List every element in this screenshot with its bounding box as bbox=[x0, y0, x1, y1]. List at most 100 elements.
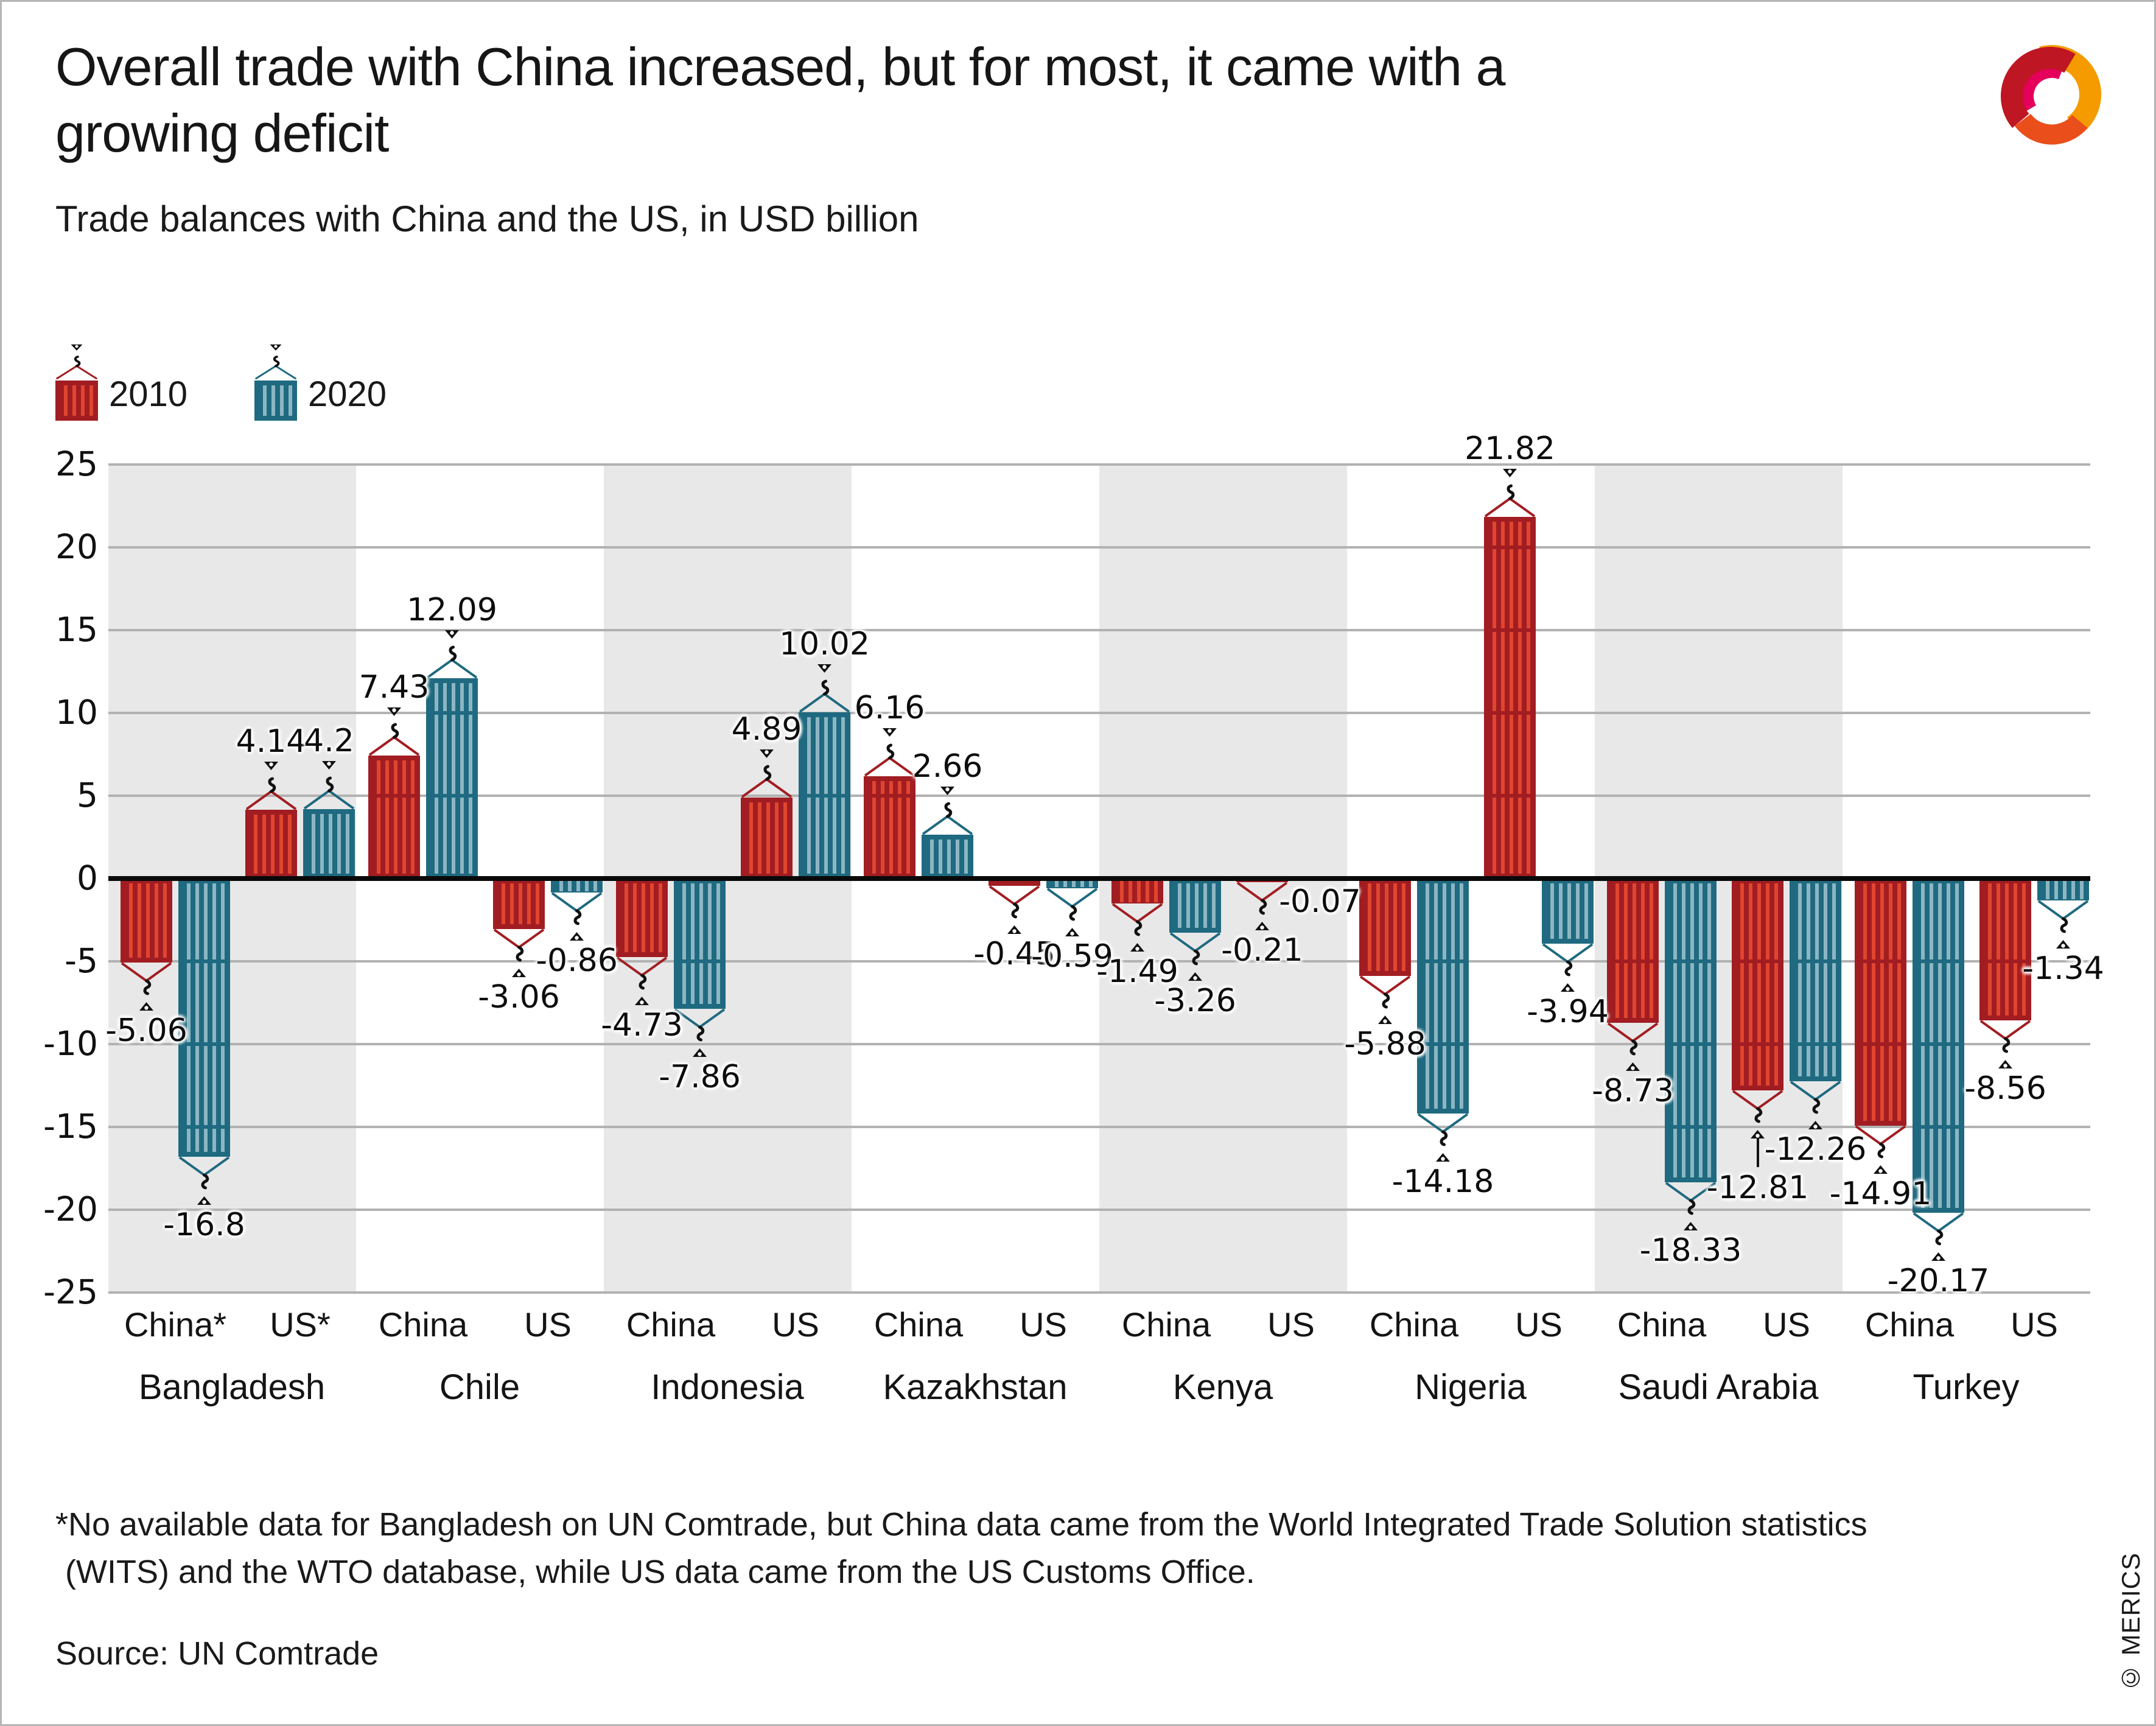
hook-assembly-bar-chile-china-2020 bbox=[426, 630, 478, 679]
bar-kazakhstan-china-2010 bbox=[864, 776, 915, 879]
bar-value-label-bar-nigeria-us-2010: 21.82 bbox=[1465, 430, 1555, 467]
hook-assembly-bar-saudi-arabia-china-2020 bbox=[1665, 1182, 1717, 1231]
container-stripes bbox=[1050, 880, 1094, 887]
container-seam bbox=[429, 794, 475, 798]
hook-assembly-bar-saudi-arabia-us-2020 bbox=[1790, 1081, 1841, 1130]
page-title: Overall trade with China increased, but … bbox=[55, 33, 1505, 166]
bar-chile-china-2010 bbox=[368, 756, 420, 879]
hook-assembly-bar-bangladesh-china-2010 bbox=[121, 962, 172, 1011]
container-stripes bbox=[1173, 883, 1217, 928]
container-stripes bbox=[744, 802, 789, 874]
bar-turkey-us-2010 bbox=[1979, 879, 2031, 1020]
container-seam bbox=[1486, 546, 1533, 549]
container-stripes bbox=[1858, 883, 1903, 1121]
crane-hook-icon bbox=[2037, 900, 2089, 949]
crane-hook-icon bbox=[799, 664, 850, 713]
bar-value-label-bar-turkey-us-2020: -1.34 bbox=[2022, 950, 2104, 987]
bar-value-label-bar-turkey-china-2010: -14.91 bbox=[1829, 1176, 1932, 1212]
hook-assembly-bar-saudi-arabia-us-2010 bbox=[1732, 1090, 1783, 1139]
bar-value-label-bar-kenya-us-2020: -0.07 bbox=[1279, 883, 1361, 920]
crane-hook-icon bbox=[1855, 1125, 1906, 1174]
gridline--25 bbox=[108, 1291, 2090, 1294]
hook-assembly-bar-kenya-china-2020 bbox=[1169, 932, 1221, 981]
bar-value-label-bar-saudi-arabia-china-2020: -18.33 bbox=[1639, 1232, 1742, 1269]
axis-label-kazakhstan-china: China bbox=[873, 1305, 964, 1344]
container-stripes bbox=[555, 880, 599, 891]
container-seam bbox=[181, 1125, 228, 1129]
hook-assembly-bar-turkey-china-2020 bbox=[1913, 1212, 1964, 1261]
hook-assembly-bar-kazakhstan-china-2010 bbox=[864, 728, 915, 777]
hook-assembly-bar-indonesia-us-2020 bbox=[799, 664, 850, 713]
hook-assembly-bar-bangladesh-us-2010 bbox=[245, 761, 297, 810]
container-stripes bbox=[1545, 883, 1590, 939]
hook-assembly-bar-turkey-us-2020 bbox=[2037, 900, 2089, 949]
crane-hook-icon bbox=[1979, 1020, 2031, 1068]
title-line-1: Overall trade with China increased, but … bbox=[55, 37, 1505, 97]
container-stripes bbox=[925, 840, 970, 874]
y-tick-label--20: -20 bbox=[43, 1190, 98, 1229]
country-label-bangladesh: Bangladesh bbox=[138, 1367, 326, 1407]
footnote: *No available data for Bangladesh on UN … bbox=[55, 1501, 1867, 1596]
country-label-turkey: Turkey bbox=[1913, 1367, 2020, 1407]
axis-label-turkey-china: China bbox=[1864, 1305, 1955, 1344]
hook-assembly-bar-indonesia-us-2010 bbox=[741, 749, 793, 798]
hook-assembly-bar-indonesia-china-2020 bbox=[674, 1008, 726, 1058]
bar-chile-china-2020 bbox=[426, 678, 478, 879]
bar-value-label-bar-bangladesh-us-2010: 4.14 bbox=[236, 723, 307, 760]
container-stripes bbox=[1735, 883, 1780, 1086]
bar-indonesia-us-2020 bbox=[799, 712, 850, 879]
container-seam bbox=[1792, 959, 1839, 963]
bar-saudi-arabia-us-2010 bbox=[1732, 879, 1783, 1090]
container-seam bbox=[1734, 959, 1781, 963]
bar-value-label-bar-indonesia-china-2010: -4.73 bbox=[601, 1007, 683, 1044]
container-seam bbox=[801, 794, 848, 798]
gridline--5 bbox=[108, 960, 2090, 963]
axis-label-saudi-arabia-china: China bbox=[1617, 1305, 1707, 1344]
bar-indonesia-china-2020 bbox=[674, 879, 726, 1009]
container-seam bbox=[1982, 959, 2029, 963]
hook-assembly-bar-kazakhstan-us-2020 bbox=[1046, 888, 1098, 937]
crane-hook-icon bbox=[674, 1008, 726, 1057]
container-stripes bbox=[372, 760, 416, 874]
hook-assembly-bar-chile-us-2010 bbox=[493, 928, 545, 978]
bar-value-label-bar-chile-us-2020: -0.86 bbox=[536, 942, 618, 979]
title-line-2: growing deficit bbox=[55, 103, 390, 164]
container-stripes bbox=[59, 385, 94, 416]
container-stripes bbox=[1983, 883, 2028, 1016]
bar-nigeria-china-2010 bbox=[1359, 879, 1411, 976]
container-seam bbox=[1419, 1042, 1466, 1046]
copyright-merics: © MERICS bbox=[2116, 1552, 2145, 1693]
bar-bangladesh-china-2010 bbox=[121, 879, 172, 963]
crane-hook-icon bbox=[368, 707, 420, 756]
bar-value-label-bar-indonesia-us-2020: 10.02 bbox=[779, 626, 870, 662]
bar-value-label-bar-kazakhstan-us-2010: -0.45 bbox=[973, 936, 1055, 972]
container-stripes bbox=[430, 683, 474, 874]
container-stripes bbox=[249, 815, 293, 874]
container-seam bbox=[1667, 959, 1714, 963]
hook-assembly-bar-turkey-china-2010 bbox=[1855, 1125, 1906, 1174]
bar-value-label-bar-chile-us-2010: -3.06 bbox=[478, 979, 560, 1016]
bar-kazakhstan-us-2020 bbox=[1046, 879, 1098, 888]
container-stripes bbox=[497, 883, 541, 924]
crane-hook-icon bbox=[1790, 1081, 1841, 1129]
hook-assembly-bar-indonesia-china-2010 bbox=[616, 956, 668, 1006]
hook-assembly-bar-nigeria-china-2010 bbox=[1359, 975, 1411, 1025]
bar-saudi-arabia-china-2010 bbox=[1607, 879, 1659, 1023]
hook-assembly-bar-chile-china-2010 bbox=[368, 707, 420, 756]
legend-container-box bbox=[55, 381, 98, 421]
axis-label-chile-china: China bbox=[378, 1305, 468, 1344]
y-tick-label-25: 25 bbox=[55, 444, 98, 483]
container-stripes bbox=[620, 883, 664, 952]
bar-value-label-bar-kenya-china-2020: -3.26 bbox=[1154, 983, 1236, 1019]
container-seam bbox=[1915, 959, 1962, 963]
label-leader-line bbox=[1756, 1138, 1759, 1167]
bar-value-label-bar-nigeria-china-2010: -5.88 bbox=[1344, 1026, 1426, 1062]
bar-value-label-bar-nigeria-china-2020: -14.18 bbox=[1391, 1163, 1494, 1200]
container-seam bbox=[1915, 1042, 1962, 1046]
crane-hook-icon bbox=[1046, 888, 1098, 936]
bar-value-label-bar-turkey-us-2010: -8.56 bbox=[1964, 1070, 2046, 1107]
gridline-10 bbox=[108, 712, 2090, 714]
container-teal-icon bbox=[254, 344, 298, 421]
country-label-saudi-arabia: Saudi Arabia bbox=[1618, 1367, 1819, 1407]
crane-hook-icon bbox=[741, 749, 793, 798]
